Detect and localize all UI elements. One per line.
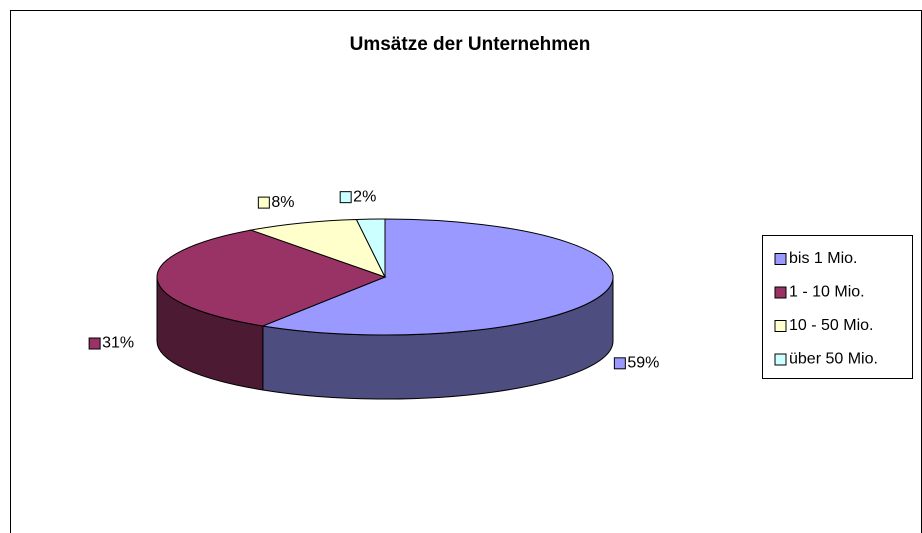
data-label-key — [613, 357, 626, 370]
data-label-key — [339, 191, 352, 204]
legend — [762, 235, 913, 379]
legend-key — [774, 253, 787, 265]
pie-slice — [355, 218, 386, 278]
legend-key — [774, 320, 787, 332]
data-label: 8% — [271, 194, 294, 211]
chart-title: Umsätze der Unternehmen — [350, 34, 591, 55]
legend-label: bis 1 Mio. — [789, 250, 857, 267]
legend-label: 1 - 10 Mio. — [789, 284, 865, 301]
legend-key — [774, 353, 787, 366]
pie-slice — [260, 218, 614, 336]
data-label-key — [257, 196, 270, 209]
pie-slice — [249, 218, 386, 278]
legend-label: 10 - 50 Mio. — [789, 317, 873, 334]
legend-key — [774, 286, 787, 299]
legend-label: über 50 Mio. — [789, 351, 878, 368]
pie-slice — [156, 229, 387, 327]
data-label: 31% — [102, 335, 134, 352]
data-label: 59% — [627, 355, 659, 372]
data-label: 2% — [353, 188, 376, 205]
data-label-key — [88, 337, 101, 350]
